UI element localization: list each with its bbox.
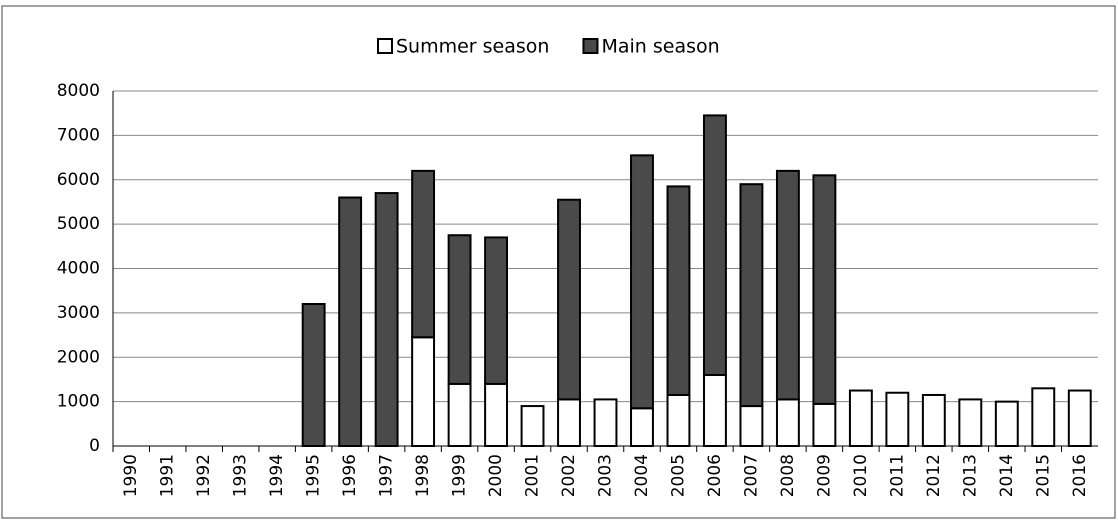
x-tick-label: 1999 (450, 454, 470, 497)
bar (812, 402, 837, 447)
bar (739, 183, 764, 408)
x-tick-label: 2008 (778, 454, 798, 497)
x-tick-label: 1996 (340, 454, 360, 497)
bar (666, 185, 691, 396)
bar (703, 374, 727, 447)
legend-label: Summer season (396, 36, 549, 58)
x-tick-label: 2010 (851, 454, 871, 497)
bar (374, 192, 399, 447)
x-tick-label: 2009 (814, 454, 834, 497)
bar (812, 174, 837, 405)
x-tick-label: 1993 (231, 454, 251, 497)
bar (484, 382, 509, 447)
x-tick-label: 1998 (413, 454, 433, 497)
y-tick-label: 8000 (57, 81, 100, 101)
x-tick-label: 2002 (559, 454, 579, 497)
bar (338, 196, 363, 447)
bar (775, 398, 800, 447)
bar (739, 405, 764, 447)
x-tick-label: 2003 (596, 454, 616, 497)
x-tick-label: 1997 (377, 454, 397, 497)
y-tick-label: 2000 (57, 347, 100, 367)
bar (775, 169, 800, 401)
y-tick-label: 4000 (57, 259, 100, 279)
x-tick-label: 2013 (960, 454, 980, 497)
y-tick-label: 0 (89, 436, 100, 456)
bar (593, 398, 618, 447)
x-tick-label: 2016 (1070, 454, 1090, 497)
bar (301, 303, 326, 447)
bar (666, 393, 691, 447)
x-tick-label: 2012 (924, 454, 944, 497)
y-tick-label: 6000 (57, 170, 100, 190)
x-tick-label: 2007 (741, 454, 761, 497)
x-tick-label: 2014 (997, 454, 1017, 497)
bar (994, 400, 1019, 447)
bar (411, 336, 436, 447)
x-tick-label: 2015 (1033, 454, 1053, 497)
bar (557, 398, 581, 447)
bar (921, 393, 946, 447)
bar (411, 169, 436, 339)
legend-swatch (582, 38, 599, 54)
y-tick-label: 1000 (57, 392, 100, 412)
x-tick-label: 2005 (668, 454, 688, 497)
x-tick-label: 2000 (486, 454, 506, 497)
x-tick-label: 2006 (705, 454, 725, 497)
bar (557, 198, 581, 401)
bar (520, 405, 545, 447)
legend-swatch (377, 38, 393, 54)
y-tick-label: 3000 (57, 303, 100, 323)
x-tick-label: 1991 (158, 454, 178, 497)
x-tick-label: 2004 (632, 454, 652, 497)
bar (630, 154, 654, 410)
chart-border (1, 5, 1116, 519)
bar (630, 407, 654, 447)
y-tick-label: 7000 (57, 125, 100, 145)
bar (848, 389, 873, 447)
bar (703, 114, 727, 376)
x-tick-label: 2001 (523, 454, 543, 497)
bar (447, 382, 472, 447)
x-tick-label: 1995 (304, 454, 324, 497)
x-tick-label: 2011 (887, 454, 907, 497)
bar (447, 234, 472, 385)
bar (1067, 389, 1092, 447)
y-tick-label: 5000 (57, 214, 100, 234)
x-tick-label: 1992 (194, 454, 214, 497)
bar (885, 391, 910, 447)
x-tick-label: 1994 (267, 454, 287, 497)
x-tick-label: 1990 (121, 454, 141, 497)
bar (484, 236, 509, 385)
bar (1031, 387, 1056, 447)
bar (958, 398, 983, 447)
legend-label: Main season (601, 36, 719, 58)
